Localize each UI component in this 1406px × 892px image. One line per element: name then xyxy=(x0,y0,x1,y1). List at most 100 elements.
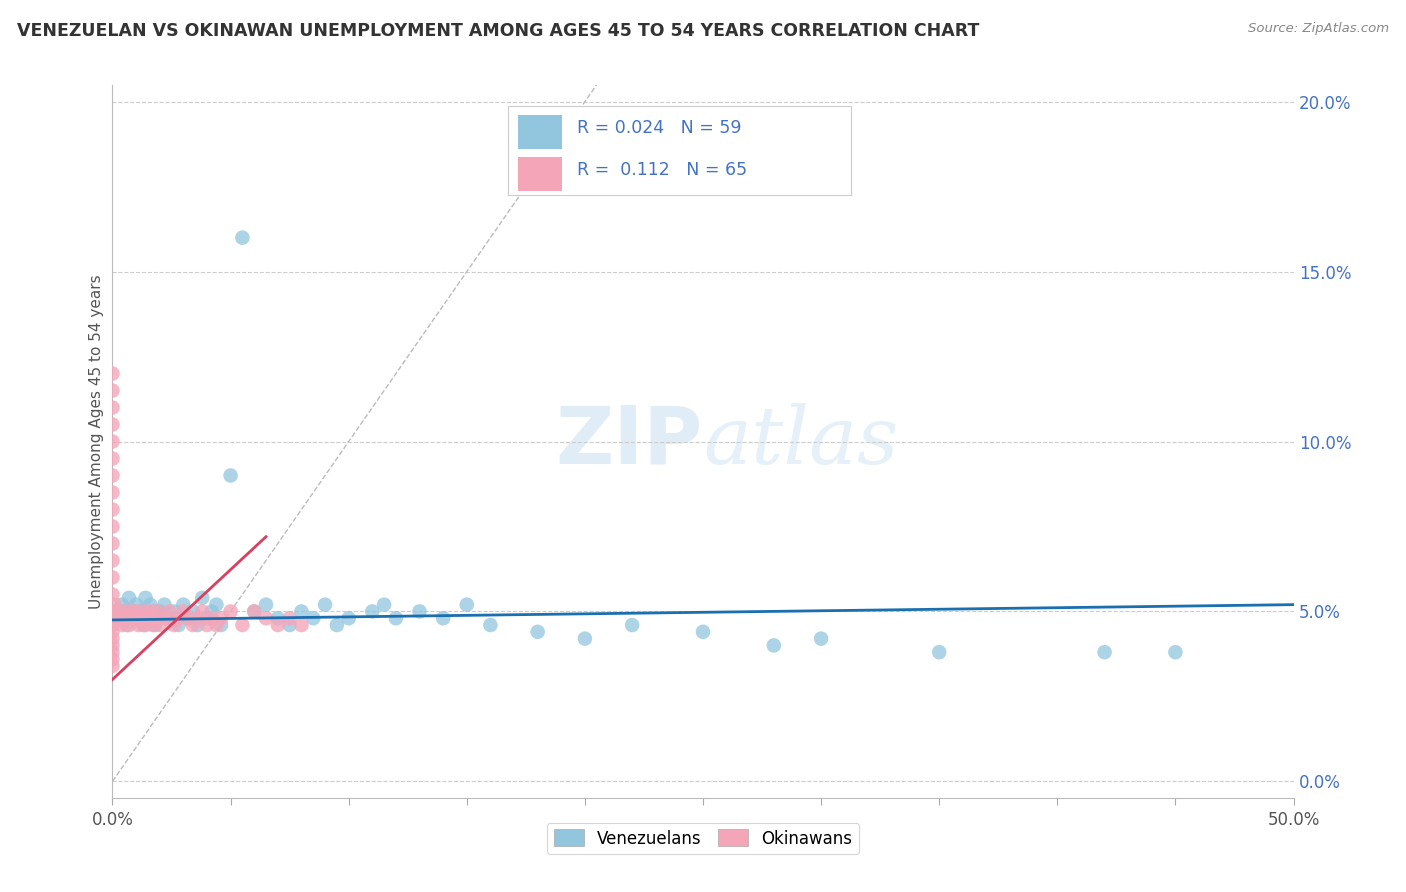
Point xyxy=(108,611,131,625)
Legend: Venezuelans, Okinawans: Venezuelans, Okinawans xyxy=(547,822,859,855)
Point xyxy=(101,434,124,449)
Point xyxy=(191,604,214,618)
Point xyxy=(290,618,312,632)
Point xyxy=(101,485,124,500)
FancyBboxPatch shape xyxy=(517,115,562,149)
Point xyxy=(101,451,124,466)
Point xyxy=(181,604,204,618)
Point xyxy=(101,652,124,666)
Point xyxy=(314,598,336,612)
Point xyxy=(101,624,124,639)
Point xyxy=(149,618,172,632)
Point xyxy=(290,604,312,618)
Point xyxy=(127,611,149,625)
Point xyxy=(101,611,124,625)
Point xyxy=(136,611,159,625)
Point xyxy=(122,611,145,625)
Point xyxy=(101,632,124,646)
Point xyxy=(115,618,138,632)
Text: VENEZUELAN VS OKINAWAN UNEMPLOYMENT AMONG AGES 45 TO 54 YEARS CORRELATION CHART: VENEZUELAN VS OKINAWAN UNEMPLOYMENT AMON… xyxy=(17,22,979,40)
Point xyxy=(243,604,266,618)
Point xyxy=(267,611,290,625)
Point xyxy=(167,611,190,625)
Point xyxy=(101,618,124,632)
Point xyxy=(118,618,141,632)
Point xyxy=(205,618,228,632)
Point xyxy=(337,611,360,625)
Text: Source: ZipAtlas.com: Source: ZipAtlas.com xyxy=(1249,22,1389,36)
Point xyxy=(135,591,157,605)
Point xyxy=(105,604,128,618)
Point xyxy=(143,618,166,632)
Point xyxy=(111,598,134,612)
Point xyxy=(278,611,301,625)
Point xyxy=(108,611,131,625)
Point xyxy=(120,611,142,625)
Point xyxy=(101,611,124,625)
Point xyxy=(326,618,349,632)
Point xyxy=(479,618,502,632)
Point xyxy=(101,587,124,601)
Point xyxy=(205,598,228,612)
Point xyxy=(101,417,124,432)
Point xyxy=(167,618,190,632)
Point xyxy=(157,604,180,618)
Point xyxy=(136,611,159,625)
Point xyxy=(129,604,152,618)
Point xyxy=(146,604,169,618)
Point xyxy=(153,598,176,612)
Text: R = 0.024   N = 59: R = 0.024 N = 59 xyxy=(576,119,741,136)
Point xyxy=(101,468,124,483)
Point xyxy=(101,570,124,584)
Point xyxy=(153,611,176,625)
Point xyxy=(219,604,242,618)
Point xyxy=(1164,645,1187,659)
Point xyxy=(139,604,162,618)
Point xyxy=(101,536,124,550)
Point xyxy=(432,611,454,625)
Point xyxy=(127,618,149,632)
Point xyxy=(231,618,253,632)
FancyBboxPatch shape xyxy=(508,106,851,195)
Point xyxy=(157,611,180,625)
Point xyxy=(112,604,135,618)
Point xyxy=(692,624,714,639)
Point xyxy=(267,618,290,632)
Point xyxy=(101,553,124,567)
Point xyxy=(172,598,194,612)
Point xyxy=(195,618,218,632)
Point xyxy=(101,658,124,673)
Point xyxy=(219,468,242,483)
Point xyxy=(101,639,124,653)
Point xyxy=(209,611,232,625)
Point xyxy=(456,598,478,612)
Point xyxy=(135,618,157,632)
Point xyxy=(243,604,266,618)
Point xyxy=(139,598,162,612)
Point xyxy=(191,591,214,605)
Point xyxy=(101,384,124,398)
Point xyxy=(118,591,141,605)
Point xyxy=(101,604,124,618)
Point xyxy=(125,598,148,612)
Point xyxy=(177,611,200,625)
Point xyxy=(278,618,301,632)
Point xyxy=(115,611,138,625)
Point xyxy=(101,645,124,659)
Text: atlas: atlas xyxy=(703,403,898,480)
Point xyxy=(526,624,548,639)
Point xyxy=(209,618,232,632)
Point xyxy=(142,604,165,618)
Point xyxy=(163,618,186,632)
Point xyxy=(120,604,142,618)
Point xyxy=(146,611,169,625)
Point xyxy=(762,639,785,653)
Point xyxy=(574,632,596,646)
FancyBboxPatch shape xyxy=(517,157,562,191)
Point xyxy=(142,618,165,632)
Point xyxy=(101,367,124,381)
Point xyxy=(201,604,224,618)
Point xyxy=(408,604,430,618)
Point xyxy=(373,598,395,612)
Point xyxy=(104,598,127,612)
